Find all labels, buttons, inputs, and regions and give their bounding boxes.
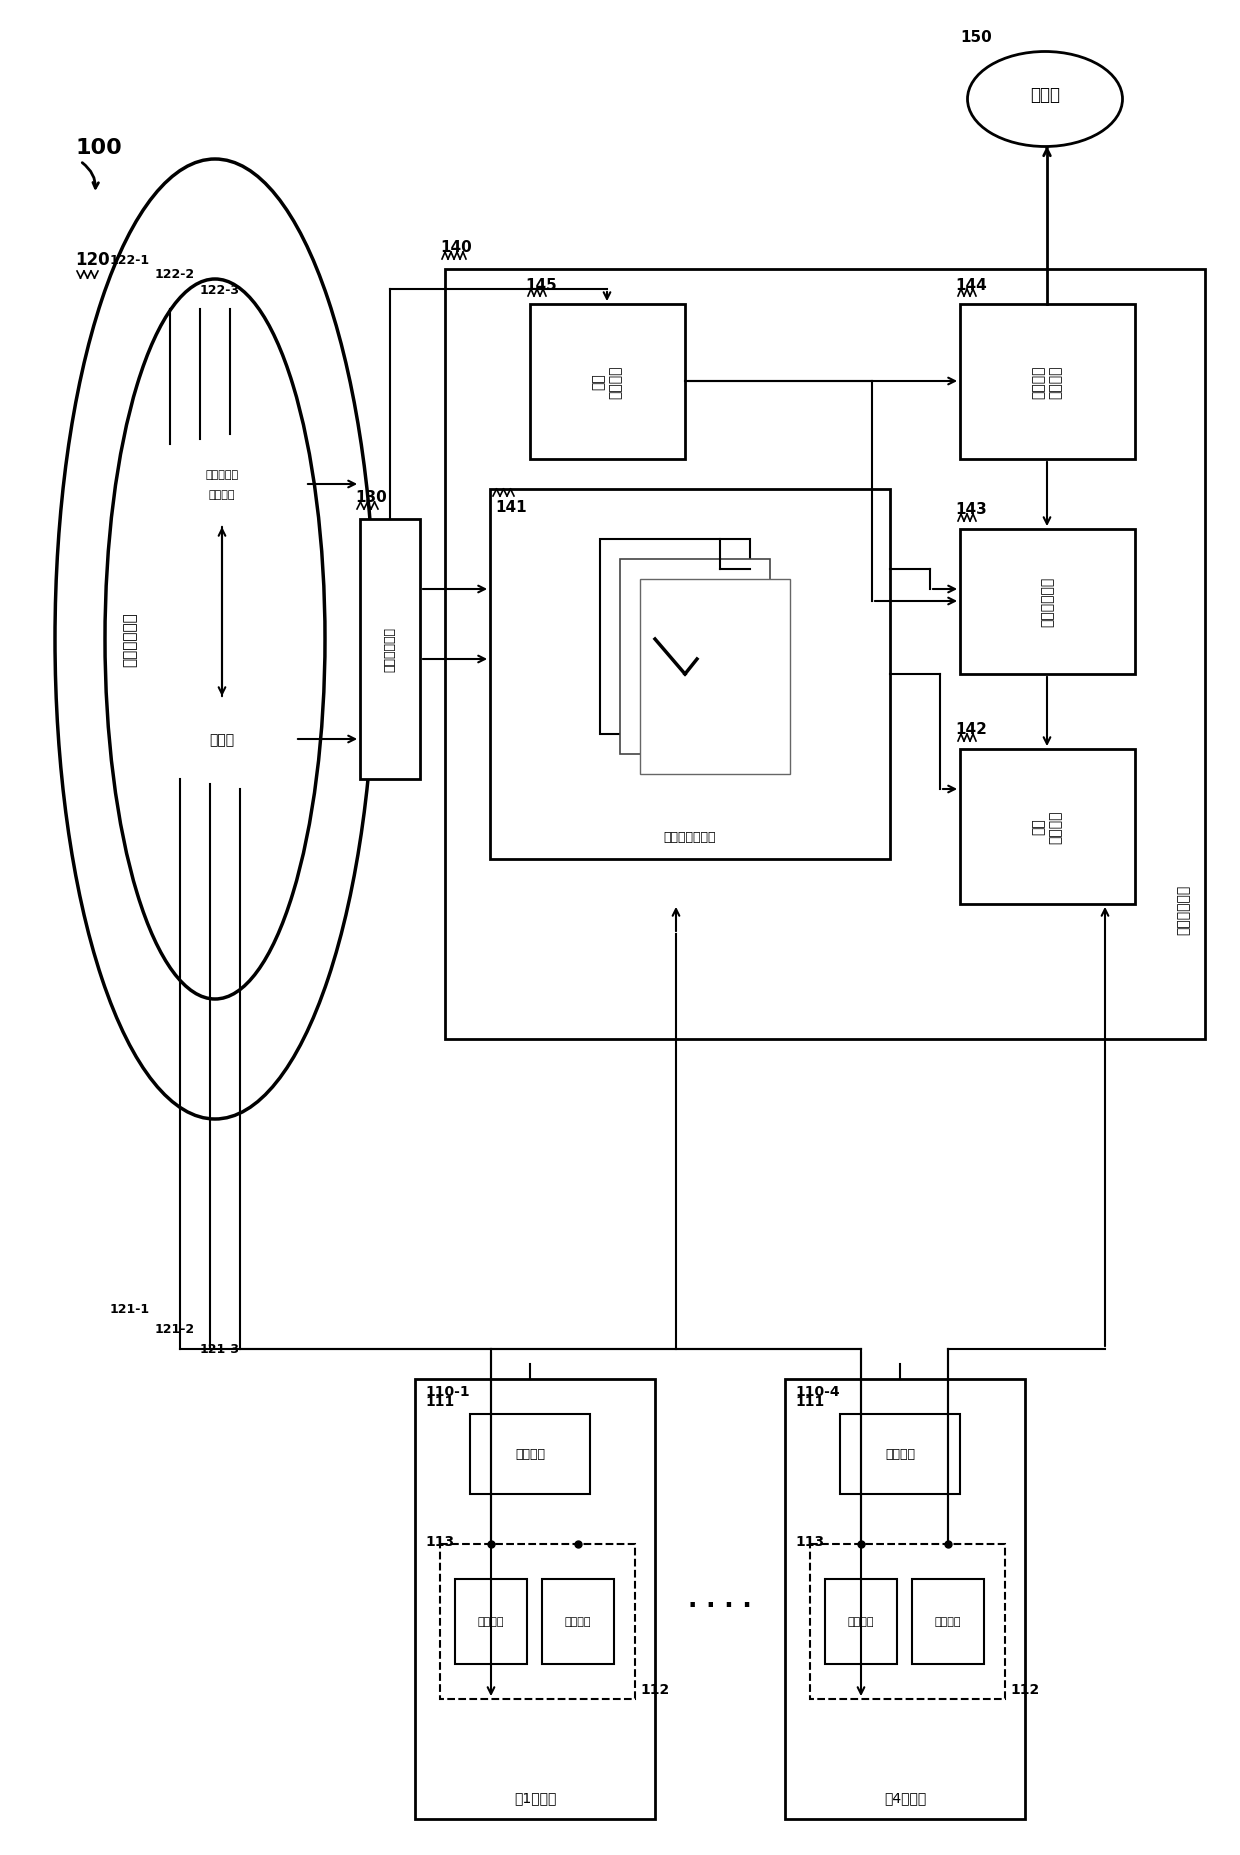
Bar — [529, 304, 684, 460]
Text: 145: 145 — [525, 278, 557, 293]
Text: 彩色信号
生成单元: 彩色信号 生成单元 — [1032, 365, 1063, 399]
Text: 区域数据: 区域数据 — [208, 490, 236, 499]
Bar — [620, 560, 770, 755]
Text: 112: 112 — [1011, 1682, 1039, 1695]
Text: 数据存储单元: 数据存储单元 — [123, 612, 138, 668]
Text: 150: 150 — [960, 30, 992, 46]
Bar — [640, 579, 790, 775]
Text: 映射表参照单元: 映射表参照单元 — [663, 831, 717, 844]
Text: 122-1: 122-1 — [110, 254, 150, 267]
Text: 110-4: 110-4 — [795, 1384, 839, 1399]
Text: 映射表: 映射表 — [210, 733, 234, 746]
Text: 第4携像机: 第4携像机 — [884, 1790, 926, 1805]
Bar — [600, 540, 750, 735]
Bar — [455, 1579, 527, 1664]
Text: 121-3: 121-3 — [200, 1343, 241, 1356]
Text: 图像
合成单元: 图像 合成单元 — [1032, 811, 1063, 844]
Bar — [825, 1579, 897, 1664]
Bar — [415, 1380, 655, 1820]
Text: 显示控制单元: 显示控制单元 — [1176, 885, 1190, 935]
Text: 帧存储器: 帧存储器 — [564, 1616, 591, 1627]
Text: 121-1: 121-1 — [110, 1302, 150, 1315]
Bar — [960, 749, 1135, 905]
Bar — [839, 1414, 960, 1493]
Bar — [911, 1579, 985, 1664]
Ellipse shape — [967, 52, 1122, 147]
Bar — [810, 1543, 1004, 1699]
Text: . . . .: . . . . — [688, 1588, 751, 1612]
Ellipse shape — [105, 280, 325, 1000]
Bar — [440, 1543, 635, 1699]
Bar — [155, 705, 300, 785]
Text: 140: 140 — [440, 241, 471, 256]
Text: 111: 111 — [795, 1395, 825, 1408]
Text: 142: 142 — [955, 722, 987, 736]
Bar — [470, 1414, 590, 1493]
Text: 122-2: 122-2 — [155, 269, 195, 282]
Text: 122-3: 122-3 — [200, 284, 241, 297]
Text: 100: 100 — [74, 137, 122, 158]
Text: 携像单元: 携像单元 — [885, 1447, 915, 1460]
Text: 定时
生成单元: 定时 生成单元 — [591, 365, 622, 399]
Text: 113: 113 — [795, 1534, 825, 1549]
Bar — [542, 1579, 614, 1664]
Text: 监视器: 监视器 — [1030, 85, 1060, 104]
Text: 141: 141 — [495, 501, 527, 516]
Bar — [960, 531, 1135, 675]
Bar — [445, 269, 1205, 1039]
Text: 144: 144 — [955, 278, 987, 293]
Bar — [785, 1380, 1025, 1820]
Text: 110-1: 110-1 — [425, 1384, 470, 1399]
Bar — [360, 519, 420, 779]
Text: 143: 143 — [955, 503, 987, 518]
Bar — [160, 710, 305, 790]
Text: 携像单元: 携像单元 — [515, 1447, 546, 1460]
Text: 112: 112 — [640, 1682, 670, 1695]
Text: 框线重叠单元: 框线重叠单元 — [1040, 577, 1054, 627]
Text: 121-2: 121-2 — [155, 1323, 195, 1336]
Text: 帧存储器: 帧存储器 — [848, 1616, 874, 1627]
Ellipse shape — [55, 160, 374, 1119]
Text: 113: 113 — [425, 1534, 454, 1549]
Bar — [960, 304, 1135, 460]
Bar — [150, 699, 295, 779]
Text: 130: 130 — [355, 490, 387, 505]
Text: 111: 111 — [425, 1395, 454, 1408]
Text: 携像机显示: 携像机显示 — [206, 469, 238, 480]
Text: 120: 120 — [74, 250, 109, 269]
Text: 帧存储器: 帧存储器 — [477, 1616, 505, 1627]
Text: 帧存储器: 帧存储器 — [935, 1616, 961, 1627]
Bar — [140, 445, 305, 525]
Bar — [490, 490, 890, 859]
Text: 显示切换单元: 显示切换单元 — [383, 627, 397, 672]
Text: 第1携像机: 第1携像机 — [513, 1790, 557, 1805]
